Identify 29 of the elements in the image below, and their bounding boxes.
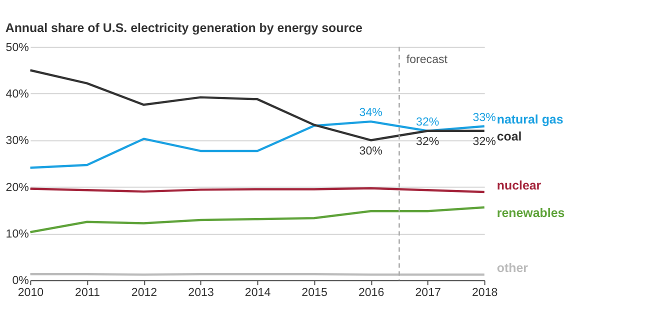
data-label: 33% (472, 112, 496, 124)
x-tick-label: 2015 (302, 286, 328, 299)
series-label: renewables (496, 206, 565, 220)
x-tick-label: 2016 (358, 286, 384, 299)
x-tick-label: 2013 (188, 286, 214, 299)
x-tick-label: 2014 (244, 286, 272, 299)
data-label: 30% (359, 145, 382, 158)
y-tick-label: 10% (6, 228, 29, 241)
series-label: other (496, 260, 528, 275)
data-label: 32% (472, 136, 496, 148)
x-tick-label: 2017 (415, 286, 441, 299)
y-tick-label: 40% (6, 88, 29, 101)
line-series (29, 206, 486, 234)
x-tick-label: 2018 (472, 286, 498, 299)
x-tick-label: 2011 (75, 286, 100, 299)
series-label: nuclear (496, 178, 542, 192)
y-tick-label: 0% (12, 275, 29, 288)
series-label: coal (496, 130, 522, 144)
x-tick-label: 2012 (131, 286, 158, 299)
chart-title: Annual share of U.S. electricity generation by energy source (5, 20, 362, 35)
data-label: 32% (416, 136, 440, 148)
series-label: natural gas (496, 112, 564, 127)
y-tick-label: 50% (6, 42, 29, 54)
x-tick-label: 2010 (18, 286, 44, 299)
data-label: 32% (416, 116, 440, 129)
data-label: 34% (359, 107, 382, 120)
ref-line-label: forecast (406, 54, 448, 66)
y-tick-label: 20% (6, 182, 29, 194)
y-tick-label: 30% (6, 135, 29, 148)
